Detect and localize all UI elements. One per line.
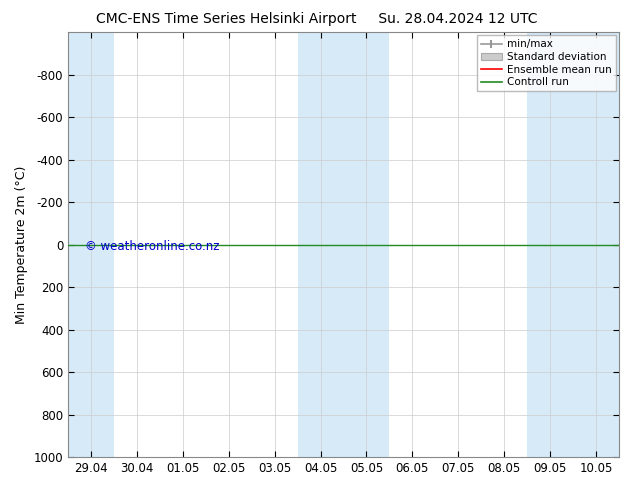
Text: CMC-ENS Time Series Helsinki Airport     Su. 28.04.2024 12 UTC: CMC-ENS Time Series Helsinki Airport Su.… [96,12,538,26]
Legend: min/max, Standard deviation, Ensemble mean run, Controll run: min/max, Standard deviation, Ensemble me… [477,35,616,92]
Y-axis label: Min Temperature 2m (°C): Min Temperature 2m (°C) [15,166,28,324]
Bar [68,32,114,457]
Bar [297,32,389,457]
Bar [527,32,619,457]
Text: © weatheronline.co.nz: © weatheronline.co.nz [84,240,219,253]
